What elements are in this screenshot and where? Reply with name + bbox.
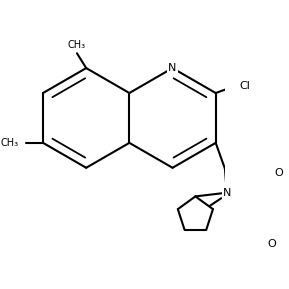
Text: CH₃: CH₃ bbox=[1, 138, 19, 148]
Text: O: O bbox=[268, 239, 277, 249]
Text: N: N bbox=[223, 188, 231, 198]
Text: CH₃: CH₃ bbox=[68, 40, 86, 50]
Text: N: N bbox=[168, 63, 177, 73]
Text: O: O bbox=[275, 168, 284, 178]
Text: Cl: Cl bbox=[240, 81, 251, 91]
